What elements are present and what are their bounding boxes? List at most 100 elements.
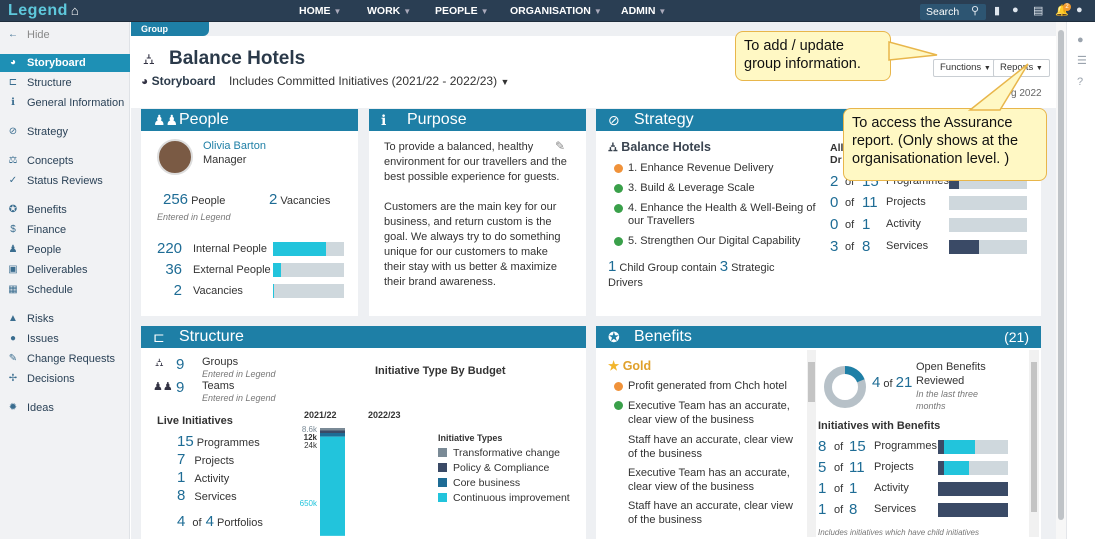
app-logo[interactable]: Legend ⌂ bbox=[8, 2, 79, 20]
search-input[interactable]: Search bbox=[920, 4, 986, 20]
right-rail: ● ☰ ? bbox=[1066, 22, 1095, 539]
sidebar-item-deliverables[interactable]: ▣ Deliverables bbox=[0, 261, 130, 279]
live-initiative-row[interactable]: 15 Programmes bbox=[177, 433, 260, 450]
list-icon[interactable]: ☰ bbox=[1077, 55, 1087, 67]
scrollbar-thumb[interactable] bbox=[1058, 30, 1064, 520]
compass-icon: ⊘ bbox=[8, 126, 18, 137]
chart-bar-segment[interactable] bbox=[320, 430, 345, 434]
nav-organisation[interactable]: ORGANISATION ▼ bbox=[510, 5, 602, 17]
of-label: of bbox=[883, 378, 893, 390]
nav-home[interactable]: HOME ▼ bbox=[299, 5, 341, 17]
sidebar-item-general-information[interactable]: ℹ General Information bbox=[0, 94, 130, 112]
reviewed-count: 4 bbox=[872, 374, 881, 391]
benefit-initiative-row: 1 of 1 Activity bbox=[818, 480, 1028, 500]
avatar[interactable] bbox=[157, 139, 193, 175]
sidebar-item-finance[interactable]: $ Finance bbox=[0, 221, 130, 239]
scrollbar-thumb[interactable] bbox=[808, 362, 815, 402]
reviewed-summary: 4 of 21 bbox=[872, 374, 912, 391]
nav-people[interactable]: PEOPLE ▼ bbox=[435, 5, 489, 17]
functions-button-label: Functions bbox=[940, 62, 982, 73]
user-icon[interactable]: ● bbox=[1076, 4, 1083, 16]
chevron-down-icon: ▼ bbox=[983, 65, 991, 72]
help-icon[interactable]: ? bbox=[1077, 76, 1084, 88]
live-initiative-row[interactable]: 8 Services bbox=[177, 487, 237, 504]
reports-callout-pointer bbox=[967, 63, 1029, 111]
sidebar-item-issues[interactable]: ● Issues bbox=[0, 330, 130, 348]
benefits-list-scrollbar[interactable] bbox=[807, 350, 816, 537]
notification-badge: 2 bbox=[1063, 3, 1071, 11]
of-label: of bbox=[192, 517, 202, 529]
sidebar-item-change-requests[interactable]: ✎ Change Requests bbox=[0, 350, 130, 368]
view-selector: ◕ Storyboard Includes Committed Initiati… bbox=[141, 74, 509, 88]
of-label: of bbox=[845, 176, 855, 188]
benefit-initiative-row: 8 of 15 Programmes bbox=[818, 438, 1028, 458]
manager-name-link[interactable]: Olivia Barton bbox=[203, 140, 266, 152]
sidebar-hide[interactable]: ← Hide bbox=[0, 26, 130, 44]
people-count-label: People bbox=[191, 195, 226, 207]
chart-data-label: 650k bbox=[300, 499, 318, 508]
home-icon[interactable]: ⌂ bbox=[70, 3, 80, 18]
bookmark-icon[interactable]: ▮ bbox=[994, 5, 1001, 17]
date-fragment: g 2022 bbox=[1011, 88, 1042, 99]
people-row-label: Vacancies bbox=[193, 285, 243, 297]
live-initiative-row[interactable]: 1 Activity bbox=[177, 469, 229, 486]
functions-callout: To add / update group information. bbox=[735, 31, 891, 81]
benefit-total: 8 bbox=[849, 501, 858, 518]
reports-button[interactable]: Reports ▼ bbox=[993, 59, 1050, 77]
gold-heading: ★ Gold bbox=[608, 358, 651, 373]
legend-swatch bbox=[438, 478, 447, 487]
benefit-bar-fill bbox=[943, 461, 970, 475]
legend-label: Continuous improvement bbox=[453, 492, 570, 504]
nav-people-label: PEOPLE bbox=[435, 5, 478, 17]
chart-bar-segment[interactable] bbox=[320, 433, 345, 437]
benefit-bar bbox=[938, 461, 1008, 475]
sidebar-item-status-reviews[interactable]: ✓ Status Reviews bbox=[0, 172, 130, 190]
initiatives-with-benefits-heading: Initiatives with Benefits bbox=[818, 420, 941, 432]
sidebar-item-schedule[interactable]: ▦ Schedule bbox=[0, 281, 130, 299]
sidebar-item-decisions[interactable]: ✢ Decisions bbox=[0, 370, 130, 388]
strategy-side-heading-2: Dr bbox=[830, 154, 842, 166]
edit-icon[interactable]: ✎ bbox=[555, 139, 566, 153]
initiative-filter[interactable]: Includes Committed Initiatives (2021/22 … bbox=[229, 74, 509, 88]
people-count: 256 People bbox=[163, 191, 225, 208]
sidebar-item-risks[interactable]: ▲ Risks bbox=[0, 310, 130, 328]
of-label: of bbox=[834, 483, 844, 495]
benefit-bar bbox=[938, 482, 1008, 496]
sidebar-item-structure[interactable]: ⊏ Structure bbox=[0, 74, 130, 92]
sidebar-item-ideas[interactable]: ✹ Ideas bbox=[0, 399, 130, 417]
benefit-bar bbox=[938, 503, 1008, 517]
sidebar-item-strategy[interactable]: ⊘ Strategy bbox=[0, 123, 130, 141]
sidebar-item-benefits[interactable]: ✪ Benefits bbox=[0, 201, 130, 219]
sidebar-item-concepts[interactable]: ⚖ Concepts bbox=[0, 152, 130, 170]
live-initiative-row[interactable]: 7 Projects bbox=[177, 451, 234, 468]
hierarchy-icon: ⛼ bbox=[155, 357, 164, 369]
chart-bar-segment[interactable] bbox=[320, 436, 345, 536]
comment-icon[interactable]: ● bbox=[1077, 34, 1084, 46]
sidebar-item-label: Finance bbox=[27, 224, 67, 236]
strategy-org-label: Balance Hotels bbox=[621, 140, 711, 154]
chat-icon[interactable]: ● bbox=[1012, 4, 1019, 16]
document-icon[interactable]: ▤ bbox=[1033, 5, 1044, 17]
scrollbar-thumb[interactable] bbox=[1031, 362, 1037, 512]
search-icon[interactable]: ⚲ bbox=[971, 5, 980, 17]
nav-admin-label: ADMIN bbox=[621, 5, 656, 17]
portfolios-row[interactable]: 4 of 4 Portfolios bbox=[177, 513, 263, 530]
legend-label: Policy & Compliance bbox=[453, 462, 550, 474]
people-row-bar-fill bbox=[273, 284, 274, 298]
chart-legend-title: Initiative Types bbox=[438, 433, 503, 443]
row-label: Activity bbox=[874, 482, 909, 494]
nav-home-label: HOME bbox=[299, 5, 331, 17]
chart-bar-segment[interactable] bbox=[320, 428, 345, 431]
functions-button[interactable]: Functions ▼ bbox=[933, 59, 998, 77]
panel-title: Benefits bbox=[634, 328, 692, 345]
dollar-icon: $ bbox=[10, 224, 16, 235]
of-label: of bbox=[834, 462, 844, 474]
strategy-driver-label: 4. Enhance the Health & Well-Being of ou… bbox=[628, 202, 816, 227]
nav-admin[interactable]: ADMIN ▼ bbox=[621, 5, 666, 17]
benefits-scrollbar[interactable] bbox=[1029, 350, 1039, 537]
footnote: Includes initiatives which have child in… bbox=[818, 528, 979, 537]
sidebar-item-storyboard[interactable]: ◕ Storyboard bbox=[0, 54, 130, 72]
sidebar-item-people[interactable]: ♟ People bbox=[0, 241, 130, 259]
page-scrollbar[interactable] bbox=[1056, 22, 1066, 539]
nav-work[interactable]: WORK ▼ bbox=[367, 5, 411, 17]
